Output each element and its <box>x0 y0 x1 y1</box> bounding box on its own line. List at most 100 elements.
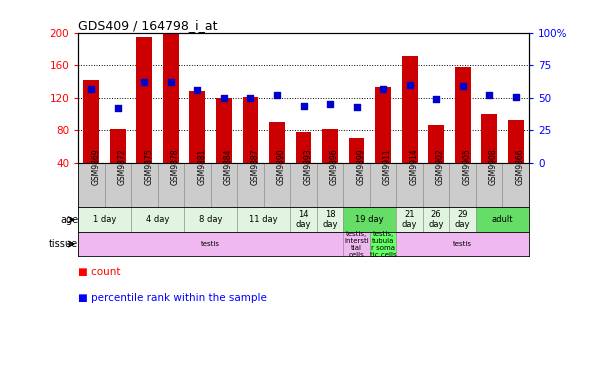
Bar <box>216 98 232 163</box>
Text: 21
day: 21 day <box>402 210 417 229</box>
Text: GSM9893: GSM9893 <box>304 148 313 185</box>
Text: GSM9911: GSM9911 <box>383 148 392 185</box>
Text: GSM9887: GSM9887 <box>251 148 260 185</box>
Point <box>484 92 494 98</box>
Bar <box>157 163 184 208</box>
Text: GSM9884: GSM9884 <box>224 148 233 185</box>
Bar <box>184 163 211 208</box>
Bar <box>110 129 126 163</box>
Bar <box>264 163 290 208</box>
Bar <box>317 163 343 208</box>
Text: 18
day: 18 day <box>322 210 338 229</box>
Bar <box>370 163 396 208</box>
Bar <box>370 232 396 256</box>
Bar <box>131 208 184 232</box>
Bar <box>343 232 370 256</box>
Text: ■ percentile rank within the sample: ■ percentile rank within the sample <box>78 293 267 303</box>
Bar <box>269 122 285 163</box>
Text: GSM9902: GSM9902 <box>436 148 445 185</box>
Text: 1 day: 1 day <box>93 215 117 224</box>
Bar <box>343 163 370 208</box>
Bar <box>502 163 529 208</box>
Bar <box>349 138 364 163</box>
Text: testis,
intersti
tial
cells: testis, intersti tial cells <box>344 231 369 258</box>
Bar <box>290 208 317 232</box>
Text: 19 day: 19 day <box>355 215 384 224</box>
Bar <box>317 208 343 232</box>
Bar <box>450 163 476 208</box>
Point <box>113 105 123 111</box>
Bar <box>428 125 444 163</box>
Bar <box>78 163 105 208</box>
Bar <box>163 31 179 163</box>
Text: GSM9878: GSM9878 <box>171 148 180 185</box>
Point <box>352 104 361 110</box>
Point <box>511 94 520 100</box>
Point <box>404 82 414 88</box>
Bar <box>78 208 131 232</box>
Bar <box>396 163 423 208</box>
Text: 29
day: 29 day <box>455 210 471 229</box>
Bar <box>243 97 258 163</box>
Point <box>272 92 282 98</box>
Point <box>166 79 175 85</box>
Text: testis: testis <box>201 241 220 247</box>
Text: GSM9875: GSM9875 <box>144 148 153 185</box>
Bar <box>211 163 237 208</box>
Point <box>325 101 335 107</box>
Text: 4 day: 4 day <box>146 215 169 224</box>
Bar <box>105 163 131 208</box>
Bar <box>396 232 529 256</box>
Bar <box>454 67 471 163</box>
Text: GSM9908: GSM9908 <box>489 148 498 185</box>
Bar <box>322 129 338 163</box>
Text: GSM9905: GSM9905 <box>463 148 472 185</box>
Point <box>378 86 388 92</box>
Text: age: age <box>60 215 78 225</box>
Text: 8 day: 8 day <box>199 215 222 224</box>
Bar <box>476 163 502 208</box>
Text: ■ count: ■ count <box>78 267 121 277</box>
Point <box>432 96 441 102</box>
Text: GSM9872: GSM9872 <box>118 148 127 185</box>
Bar <box>476 208 529 232</box>
Text: GSM9881: GSM9881 <box>198 148 207 184</box>
Text: testis,
tubula
r soma
tic cells: testis, tubula r soma tic cells <box>370 231 397 258</box>
Bar <box>136 37 153 163</box>
Text: GSM9914: GSM9914 <box>409 148 418 185</box>
Bar <box>296 132 311 163</box>
Bar <box>423 163 450 208</box>
Bar <box>423 208 450 232</box>
Text: GDS409 / 164798_i_at: GDS409 / 164798_i_at <box>78 19 218 32</box>
Text: tissue: tissue <box>49 239 78 249</box>
Point <box>299 103 308 109</box>
Text: GSM9899: GSM9899 <box>356 148 365 185</box>
Bar <box>189 92 206 163</box>
Bar <box>131 163 157 208</box>
Bar <box>184 208 237 232</box>
Bar <box>450 208 476 232</box>
Text: GSM9890: GSM9890 <box>277 148 286 185</box>
Point <box>458 83 468 89</box>
Bar <box>343 208 396 232</box>
Bar <box>237 208 290 232</box>
Text: GSM9866: GSM9866 <box>516 148 525 185</box>
Bar <box>237 163 264 208</box>
Bar <box>78 232 343 256</box>
Point <box>87 86 96 92</box>
Bar <box>84 80 99 163</box>
Point <box>139 79 149 85</box>
Text: GSM9896: GSM9896 <box>330 148 339 185</box>
Text: adult: adult <box>492 215 513 224</box>
Bar <box>508 120 523 163</box>
Bar <box>401 56 418 163</box>
Bar <box>290 163 317 208</box>
Text: 26
day: 26 day <box>429 210 444 229</box>
Text: 14
day: 14 day <box>296 210 311 229</box>
Point <box>193 87 203 93</box>
Text: 11 day: 11 day <box>249 215 278 224</box>
Bar <box>396 208 423 232</box>
Point <box>219 95 229 101</box>
Bar <box>375 87 391 163</box>
Text: testis: testis <box>453 241 472 247</box>
